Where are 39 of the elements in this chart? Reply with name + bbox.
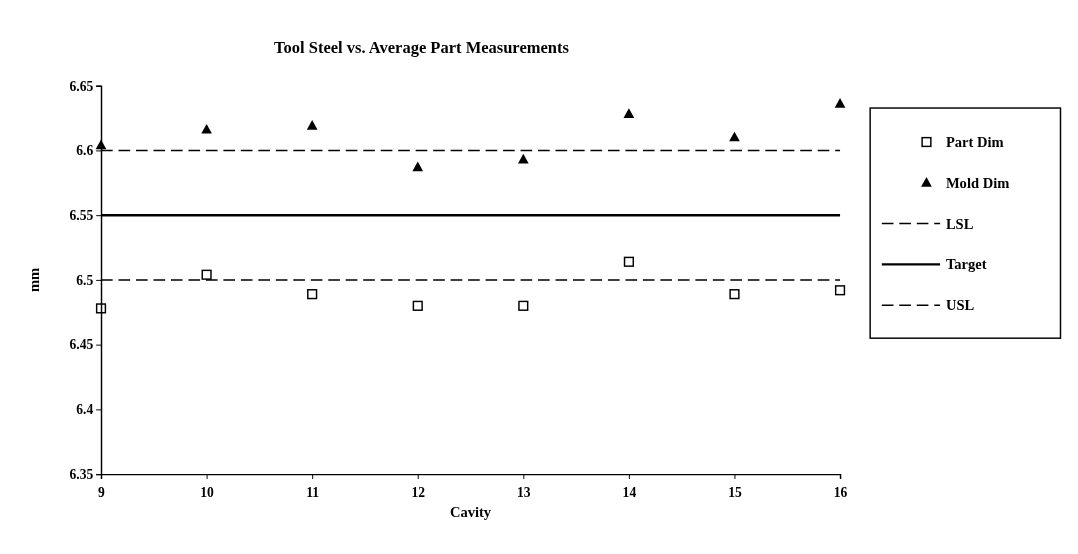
x-tick-label: 13	[517, 484, 531, 500]
y-tick-label: 6.5	[76, 272, 94, 288]
x-tick-label: 14	[622, 484, 637, 500]
point	[412, 300, 423, 311]
point	[729, 289, 740, 300]
x-tick-label: 12	[411, 484, 426, 500]
x-tick-label: 16	[833, 484, 848, 500]
legend-label: Mold Dim	[945, 174, 1010, 191]
legend-label: Target	[945, 256, 987, 273]
point	[623, 108, 635, 119]
legend-label: USL	[945, 297, 975, 314]
point	[201, 123, 212, 134]
x-tick-label: 9	[98, 484, 106, 500]
x-tick-label: 11	[306, 484, 320, 500]
y-tick-label: 6.4	[76, 402, 94, 418]
point	[729, 131, 740, 142]
point	[95, 139, 107, 150]
point	[518, 300, 529, 311]
x-tick-label: 15	[728, 484, 742, 500]
x-tick-label: 10	[200, 484, 215, 500]
point	[517, 153, 529, 164]
y-tick-label: 6.65	[69, 78, 94, 94]
point	[834, 285, 846, 296]
point	[623, 256, 634, 267]
legend-label: Part Dim	[945, 134, 1004, 151]
point	[306, 120, 318, 130]
y-tick-label: 6.55	[69, 208, 94, 224]
legend-label: LSL	[945, 215, 974, 232]
point	[834, 97, 846, 108]
point	[201, 269, 212, 280]
x-axis-title: Cavity	[449, 503, 492, 520]
point	[412, 161, 424, 172]
y-tick-label: 6.35	[69, 466, 94, 482]
chart-title: Tool Steel vs. Average Part Measurements	[274, 37, 570, 57]
y-tick-label: 6.45	[69, 337, 94, 353]
point	[307, 289, 318, 300]
y-axis-title: mm	[25, 267, 42, 293]
point	[95, 303, 107, 314]
y-tick-label: 6.6	[76, 143, 94, 159]
